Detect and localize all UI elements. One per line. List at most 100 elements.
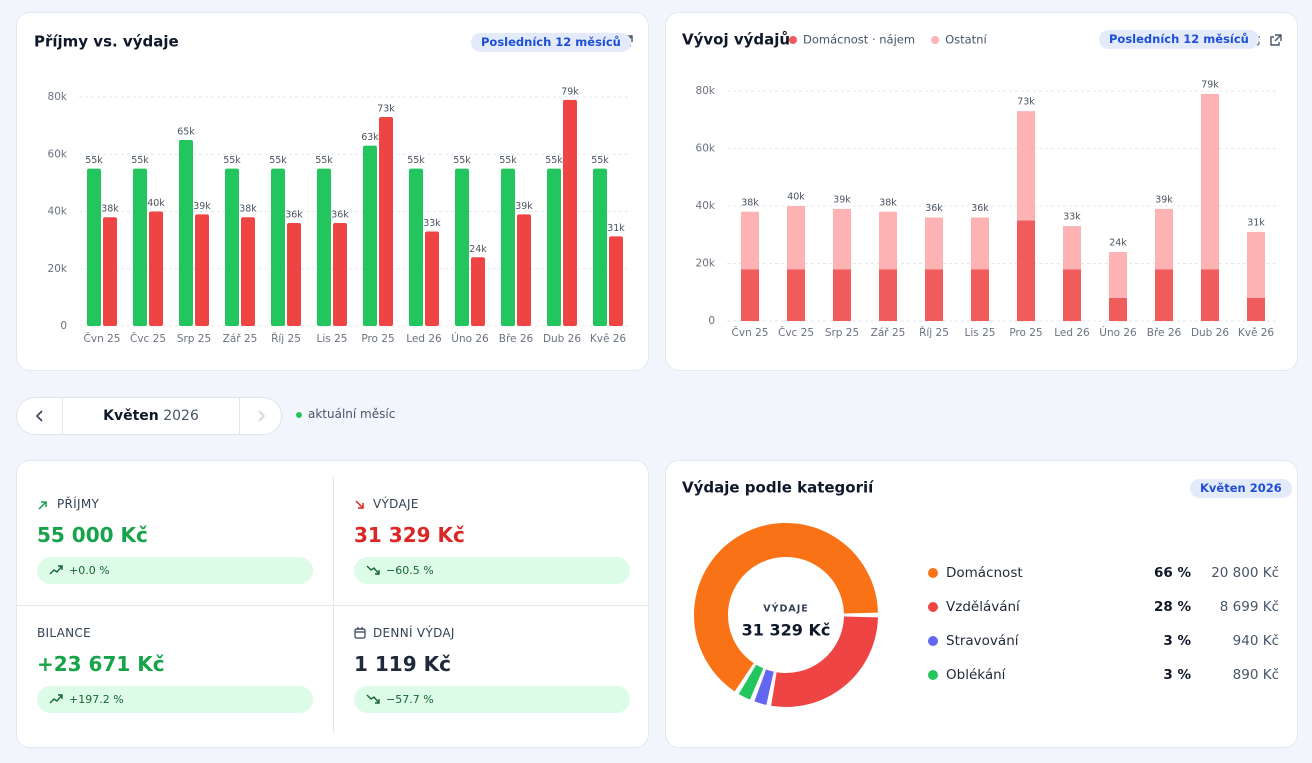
bar [149, 211, 163, 326]
legend-pct: 3 % [1163, 633, 1191, 649]
down-icon [355, 500, 364, 509]
y-tick-label: 0 [60, 320, 67, 332]
month-status: aktuální měsíc [296, 407, 395, 421]
bar-segment [879, 211, 897, 270]
bar [563, 99, 577, 326]
x-tick-label: Říj 25 [919, 326, 949, 339]
period-badge[interactable]: Posledních 12 měsíců [471, 33, 631, 52]
total-label: 39k [1155, 194, 1173, 205]
legend-pct: 28 % [1154, 599, 1191, 615]
value-label: 24k [469, 244, 487, 255]
prev-button[interactable] [17, 398, 63, 434]
value-label: 73k [377, 104, 395, 115]
trend-icon [49, 565, 63, 575]
legend-label: Domácnost · nájem [803, 33, 915, 47]
x-tick-label: Čvc 25 [778, 326, 814, 339]
bar [501, 168, 515, 326]
x-tick-label: Lis 25 [965, 327, 996, 339]
card-title: Vývoj výdajů [682, 31, 790, 49]
bar-segment [741, 211, 759, 270]
y-tick-label: 20k [48, 263, 68, 275]
legend-name: Vzdělávání [946, 599, 1021, 615]
bar [609, 236, 623, 326]
donut-segment [754, 669, 774, 705]
x-tick-label: Led 26 [406, 333, 442, 345]
category-chart: Výdaje podle kategorií VÝDAJE 31 329 Kč … [682, 479, 1279, 707]
year: 2026 [163, 408, 199, 424]
bar [87, 168, 101, 326]
kpi-change-text: +0.0 % [69, 564, 110, 577]
bar-segment [925, 217, 943, 270]
bar-segment [1063, 226, 1081, 270]
legend-name: Stravování [946, 633, 1020, 649]
x-tick-label: Kvě 26 [590, 333, 627, 345]
value-label: 55k [591, 155, 609, 166]
value-label: 55k [223, 155, 241, 166]
legend-dot [928, 636, 938, 646]
x-tick-label: Říj 25 [271, 332, 301, 345]
bar-segment [833, 269, 851, 321]
legend-label: Ostatní [945, 33, 987, 47]
expense-chart: Vývoj výdajů 0 20k 40k 60k 80k Čvn 25 38k Čvc 2… [682, 31, 1282, 339]
x-tick-label: Pro 25 [361, 333, 394, 345]
kpi-value: 1 119 Kč [354, 652, 451, 676]
bar [547, 168, 561, 326]
card-title: Příjmy vs. výdaje [34, 33, 179, 51]
bar-segment [1201, 269, 1219, 321]
y-tick-label: 80k [696, 85, 716, 97]
x-tick-label: Dub 26 [1191, 327, 1229, 339]
x-tick-label: Pro 25 [1009, 327, 1042, 339]
open-icon[interactable] [1270, 34, 1282, 46]
bar-segment [1247, 231, 1265, 298]
center-value: 31 329 Kč [742, 621, 831, 640]
legend-dot [928, 670, 938, 680]
legend-dot [928, 568, 938, 578]
value-label: 38k [101, 204, 119, 215]
prev-icon [35, 410, 43, 422]
bar-segment [833, 208, 851, 270]
value-label: 55k [131, 155, 149, 166]
period-badge[interactable]: Posledních 12 měsíců [1099, 30, 1259, 49]
value-label: 79k [561, 86, 579, 97]
legend-dot [928, 602, 938, 612]
value-label: 55k [499, 155, 517, 166]
donut-center [728, 557, 844, 673]
bar-segment [1155, 269, 1173, 321]
x-tick-label: Bře 26 [1147, 327, 1182, 339]
bar [379, 117, 393, 326]
card-title: Výdaje podle kategorií [682, 479, 874, 497]
value-label: 39k [515, 201, 533, 212]
legend-dot [789, 36, 797, 44]
legend-amount: 20 800 Kč [1211, 565, 1279, 581]
x-tick-label: Čvn 25 [84, 332, 121, 345]
status-text: aktuální měsíc [308, 407, 396, 421]
total-label: 31k [1247, 217, 1265, 228]
kpi-label: BILANCE [37, 626, 91, 640]
y-tick-label: 0 [708, 315, 715, 327]
bar [455, 168, 469, 326]
x-tick-label: Zář 25 [871, 327, 906, 339]
x-tick-label: Úno 26 [451, 332, 489, 345]
bar [287, 222, 301, 326]
next-button[interactable] [239, 398, 282, 434]
total-label: 38k [879, 197, 897, 208]
bar [517, 214, 531, 326]
bar [195, 214, 209, 326]
trend-icon [49, 694, 63, 704]
kpi-value: +23 671 Kč [37, 652, 165, 676]
bar [133, 168, 147, 326]
bar-segment [971, 217, 989, 270]
x-tick-label: Led 26 [1054, 327, 1090, 339]
period-badge: Květen 2026 [1190, 479, 1292, 498]
divider [17, 605, 648, 606]
total-label: 73k [1017, 97, 1035, 108]
value-label: 36k [285, 209, 303, 220]
bar-segment [787, 269, 805, 321]
bar-segment [1063, 269, 1081, 321]
bar [363, 145, 377, 326]
y-tick-label: 60k [48, 148, 68, 160]
next-icon [258, 410, 266, 422]
donut-segment [694, 523, 878, 692]
kpi-change-text: +197.2 % [69, 693, 124, 706]
expense-card: Vývoj výdajů 0 20k 40k 60k 80k Čvn 25 38k Čvc 2… [665, 12, 1298, 371]
